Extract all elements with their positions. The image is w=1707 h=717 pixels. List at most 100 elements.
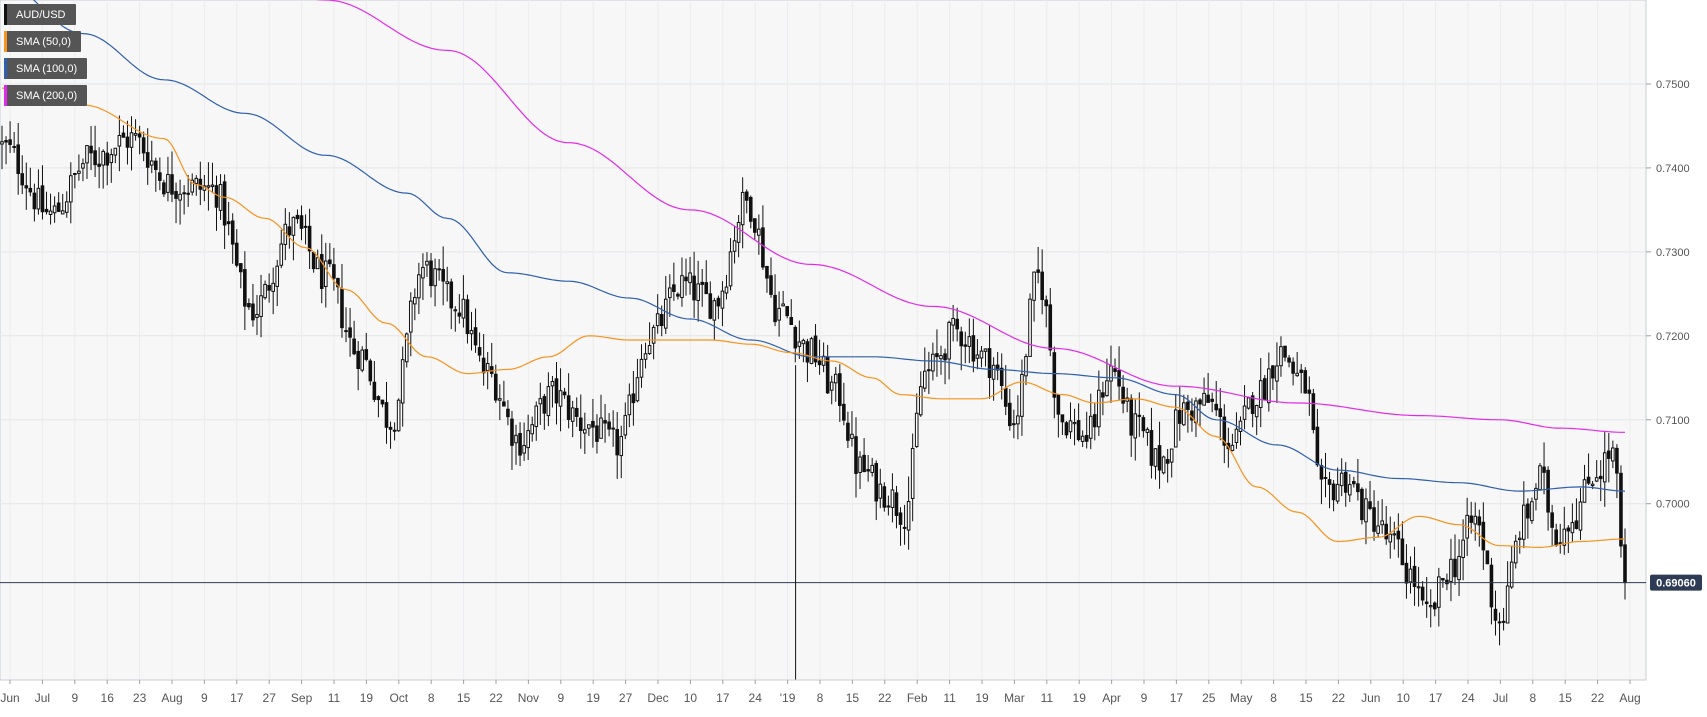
legend-item-sma50[interactable]: SMA (50,0) — [4, 31, 82, 52]
candle-body-up — [323, 260, 328, 288]
candle — [1352, 476, 1356, 488]
candle-body-down — [340, 288, 344, 329]
candle-body-down — [1007, 402, 1012, 427]
candle-body-down — [336, 277, 340, 288]
candle — [368, 358, 373, 386]
candle — [263, 280, 267, 300]
candle — [1121, 375, 1125, 414]
candle-body-up — [1388, 533, 1393, 543]
candle-body-down — [307, 225, 312, 252]
candle — [441, 246, 445, 306]
candle — [166, 156, 170, 202]
candle — [141, 131, 146, 162]
candle — [376, 395, 381, 418]
candle — [404, 332, 409, 368]
candle — [534, 401, 539, 441]
candle-body-down — [299, 215, 304, 229]
candle-body-up — [858, 456, 862, 473]
candle-body-down — [1250, 395, 1255, 415]
x-tick-label: 8 — [1529, 691, 1536, 705]
candle — [117, 115, 122, 172]
candle — [1517, 531, 1522, 554]
candle-body-down — [28, 187, 33, 193]
x-tick-label: Mar — [1004, 691, 1025, 705]
x-tick-label: 8 — [817, 691, 824, 705]
candle — [162, 179, 166, 197]
legend-item-audusd[interactable]: AUD/USD — [4, 4, 76, 25]
candle — [1028, 293, 1032, 357]
candle — [1594, 460, 1599, 483]
candle — [635, 358, 640, 403]
candle-body-down — [692, 275, 696, 301]
legend-swatch — [4, 4, 7, 25]
candle-body-down — [1453, 558, 1457, 578]
candle-body-down — [785, 306, 789, 317]
candle — [886, 495, 891, 516]
x-tick-label: 17 — [1170, 691, 1184, 705]
candle-body-down — [1048, 304, 1053, 351]
candle — [433, 258, 437, 307]
candle — [295, 209, 300, 224]
candle-body-up — [64, 201, 69, 213]
candle — [259, 274, 263, 338]
legend-item-sma100[interactable]: SMA (100,0) — [4, 58, 88, 79]
legend-item-sma200[interactable]: SMA (200,0) — [4, 85, 88, 106]
candle-body-down — [1141, 417, 1146, 432]
candle — [222, 174, 227, 250]
candle-body-down — [1396, 530, 1401, 540]
candle-body-down — [672, 284, 676, 292]
candle-body-down — [963, 344, 968, 347]
overlays — [0, 365, 1646, 680]
candle — [56, 192, 61, 213]
candle-body-down — [595, 425, 599, 442]
candle-body-down — [1307, 389, 1312, 394]
candle — [364, 332, 369, 362]
candle-body-down — [631, 393, 636, 404]
candle — [1234, 412, 1239, 449]
x-tick-label: 9 — [557, 691, 564, 705]
candle-body-up — [109, 154, 114, 164]
x-tick-label: 17 — [230, 691, 244, 705]
candle — [1546, 466, 1550, 531]
candle — [785, 306, 789, 319]
candle — [473, 308, 478, 353]
candle — [1242, 385, 1247, 430]
candle — [1558, 523, 1563, 554]
candle-body-up — [728, 251, 733, 287]
candle — [1505, 561, 1510, 624]
candle — [595, 414, 599, 454]
candle — [1550, 504, 1554, 547]
candle-body-down — [344, 330, 348, 333]
candle — [1509, 545, 1514, 589]
candle-body-down — [162, 182, 166, 195]
candle — [1218, 388, 1223, 441]
candle — [1007, 388, 1012, 431]
candle — [955, 307, 959, 342]
candle — [1173, 394, 1178, 448]
candle-body-up — [797, 341, 802, 347]
candle — [109, 148, 114, 183]
candle — [1400, 521, 1405, 566]
candle — [975, 339, 980, 370]
candle-body-up — [1024, 356, 1028, 377]
x-tick-label: Aug — [1619, 691, 1640, 705]
candle-body-up — [1538, 465, 1542, 491]
candle-body-up — [1133, 413, 1138, 439]
candle-body-up — [1028, 298, 1032, 357]
candle-body-up — [1505, 585, 1510, 624]
candle-body-up — [129, 132, 134, 148]
candle — [599, 394, 603, 439]
candle-body-up — [461, 298, 466, 319]
candle — [1048, 288, 1053, 357]
candle-body-down — [882, 486, 887, 508]
candle-body-down — [502, 401, 506, 407]
candle-body-up — [1558, 542, 1563, 545]
candle-body-down — [364, 349, 369, 360]
candle — [574, 397, 579, 427]
candle-body-up — [1246, 397, 1251, 409]
candle — [1501, 607, 1506, 631]
candle — [8, 121, 12, 153]
candle-body-down — [894, 492, 899, 516]
candle-body-down — [793, 326, 798, 349]
candle-body-down — [319, 254, 324, 289]
